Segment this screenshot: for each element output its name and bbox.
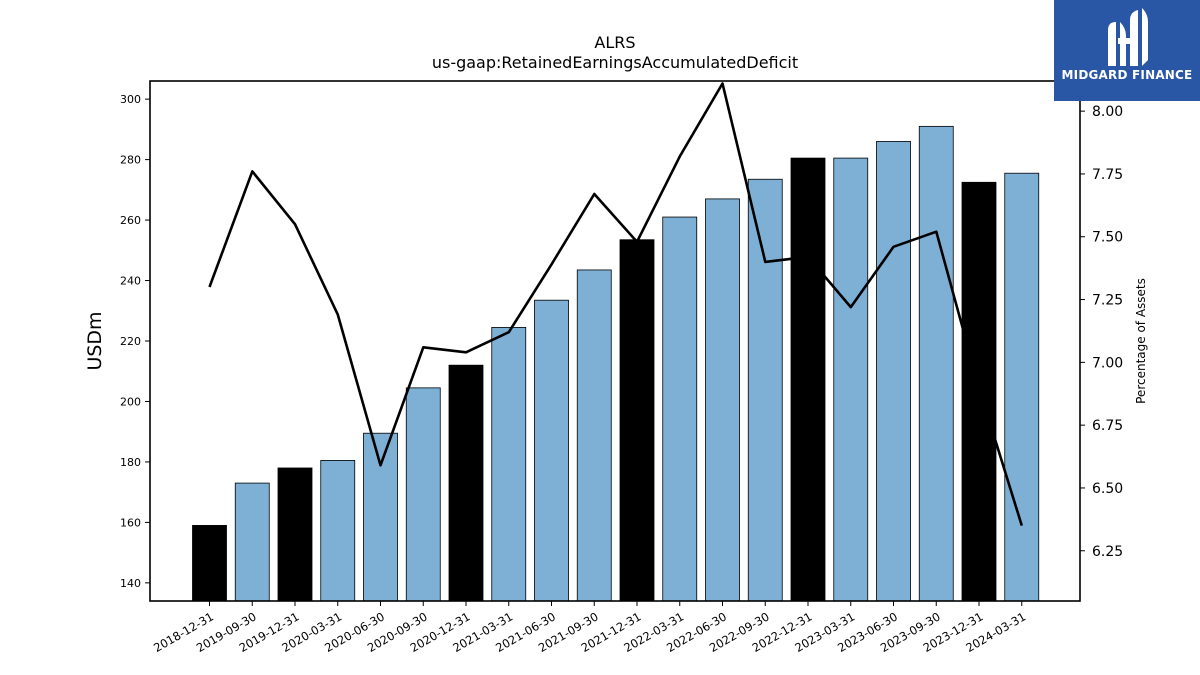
- bar: [448, 364, 484, 602]
- bar: [918, 125, 954, 602]
- bar: [747, 178, 783, 602]
- bar: [363, 432, 398, 602]
- y-tick-label: 240: [120, 275, 141, 288]
- bar: [405, 387, 441, 602]
- y2-tick-label: 7.75: [1092, 167, 1123, 183]
- y-axis-label: USDm: [84, 311, 106, 370]
- bar: [234, 482, 270, 602]
- y-tick-label: 280: [120, 154, 141, 167]
- y2-tick-label: 7.25: [1092, 293, 1123, 309]
- y-tick-label: 140: [120, 577, 141, 590]
- y-tick-label: 200: [120, 395, 141, 408]
- logo-text: MIDGARD FINANCE: [1061, 68, 1193, 82]
- y-tick-label: 180: [120, 456, 141, 469]
- y-tick-label: 220: [120, 335, 141, 348]
- y2-tick-label: 8.00: [1092, 104, 1123, 120]
- bar: [320, 460, 356, 602]
- y2-tick-label: 7.50: [1092, 230, 1123, 246]
- bar: [491, 326, 527, 602]
- bar: [277, 467, 313, 602]
- bar: [576, 269, 612, 602]
- bar: [192, 525, 227, 602]
- bar: [705, 198, 740, 602]
- y2-tick-label: 6.25: [1092, 544, 1123, 560]
- chart-title: ALRS: [594, 33, 635, 52]
- y2-tick-label: 6.50: [1092, 481, 1123, 497]
- y2-tick-label: 6.75: [1092, 418, 1123, 434]
- bar: [833, 157, 869, 602]
- series-line: [208, 82, 1024, 526]
- logo-mark-icon: [1108, 8, 1148, 66]
- bar: [619, 239, 655, 602]
- y-tick-label: 160: [120, 516, 141, 529]
- y2-tick-label: 7.00: [1092, 355, 1123, 371]
- chart-subtitle: us-gaap:RetainedEarningsAccumulatedDefic…: [432, 53, 798, 72]
- bar: [876, 141, 911, 602]
- y-tick-label: 300: [120, 93, 141, 106]
- bar: [662, 216, 698, 602]
- bar: [534, 299, 569, 602]
- brand-logo: MIDGARD FINANCE: [1054, 0, 1200, 101]
- y2-axis-label: Percentage of Assets: [1134, 278, 1148, 404]
- bar: [1004, 172, 1040, 602]
- y-tick-label: 260: [120, 214, 141, 227]
- bar: [790, 157, 826, 602]
